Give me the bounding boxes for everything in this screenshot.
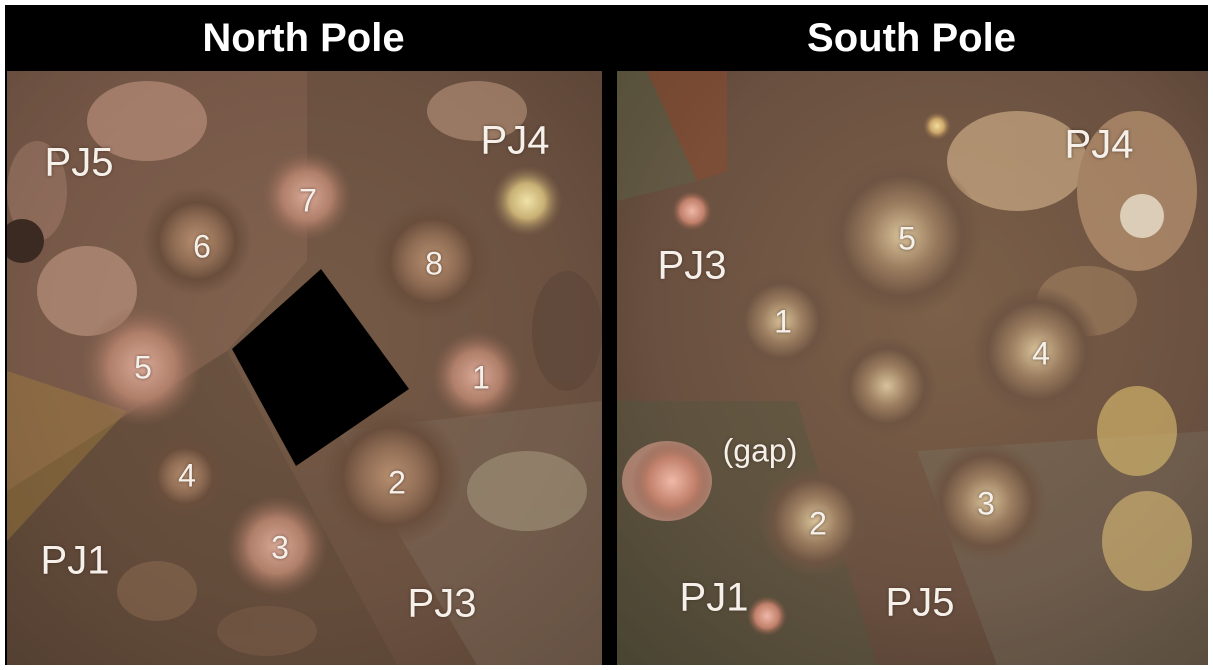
north-vortex-4: 4	[178, 457, 196, 494]
north-vortex-7: 7	[299, 182, 317, 219]
figure-frame: North Pole South Pole	[5, 5, 1208, 665]
north-vortex-6: 6	[193, 228, 211, 265]
south-gap-label: (gap)	[722, 432, 798, 469]
north-label-pj3: PJ3	[407, 581, 477, 626]
north-pole-image: PJ5 PJ4 PJ1 PJ3 6 7 8 5 1 4 2 3	[7, 71, 602, 665]
north-vortex-1: 1	[472, 359, 490, 396]
south-vortex-4: 4	[1032, 335, 1050, 372]
south-label-pj4: PJ4	[1064, 122, 1134, 167]
north-label-pj4: PJ4	[480, 118, 550, 163]
south-pole-title: South Pole	[807, 16, 1016, 60]
north-vortex-2: 2	[388, 464, 406, 501]
south-pole-image: PJ3 PJ4 PJ1 PJ5 (gap) 5 1 4 3 2	[617, 71, 1208, 665]
south-label-pj5: PJ5	[885, 580, 955, 625]
south-vortex-2: 2	[809, 505, 827, 542]
south-vortex-3: 3	[977, 485, 995, 522]
south-label-pj1: PJ1	[679, 575, 749, 620]
north-pole-title: North Pole	[202, 16, 405, 60]
north-label-pj1: PJ1	[40, 538, 110, 583]
south-vortex-5: 5	[898, 220, 916, 257]
north-vortex-5: 5	[134, 349, 152, 386]
south-vortex-1: 1	[774, 303, 792, 340]
north-vortex-3: 3	[271, 529, 289, 566]
south-label-pj3: PJ3	[657, 243, 727, 288]
north-vortex-8: 8	[425, 245, 443, 282]
north-label-pj5: PJ5	[44, 140, 114, 185]
